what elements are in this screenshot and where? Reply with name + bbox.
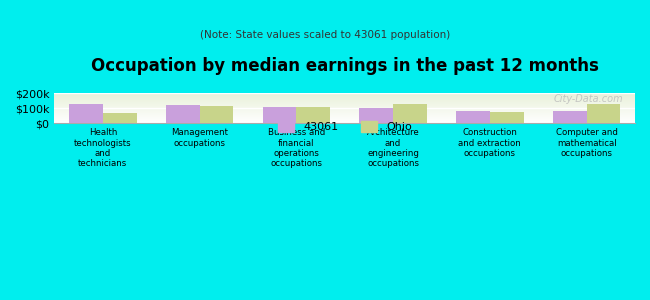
Text: City-Data.com: City-Data.com [554,94,623,104]
Bar [393,104,427,123]
Bar [200,106,233,123]
Bar [296,107,330,123]
Text: (Note: State values scaled to 43061 population): (Note: State values scaled to 43061 popu… [200,29,450,40]
Bar [552,111,586,123]
Bar [359,107,393,123]
Bar [456,110,490,123]
Bar [103,113,136,123]
Bar [263,107,296,123]
Bar [166,105,200,123]
Title: Occupation by median earnings in the past 12 months: Occupation by median earnings in the pas… [91,57,599,75]
Legend: 43061, Ohio: 43061, Ohio [273,116,416,136]
Bar [69,104,103,123]
Bar [586,104,621,123]
Bar [490,112,524,123]
